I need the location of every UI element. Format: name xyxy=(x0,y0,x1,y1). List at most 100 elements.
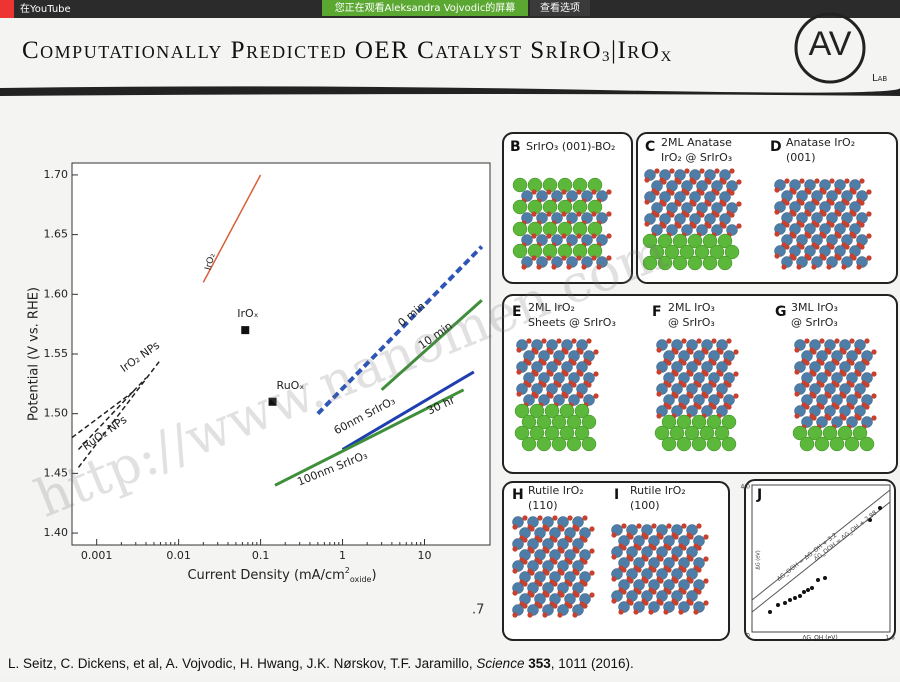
atom xyxy=(611,532,617,538)
atom xyxy=(533,371,539,377)
options-button[interactable] xyxy=(530,0,590,16)
atom xyxy=(656,413,662,419)
atom xyxy=(702,255,718,271)
atom xyxy=(589,548,595,554)
atom xyxy=(521,436,537,452)
atom xyxy=(581,436,597,452)
atom xyxy=(821,189,827,195)
atom xyxy=(729,168,735,174)
atom xyxy=(578,371,584,377)
atom xyxy=(618,609,624,615)
series-line xyxy=(341,370,475,451)
atom xyxy=(849,360,855,366)
atom xyxy=(729,212,735,218)
y-tick-label: 1.50 xyxy=(44,407,69,420)
atom xyxy=(548,371,554,377)
atom xyxy=(566,436,582,452)
atom xyxy=(696,567,702,573)
atom xyxy=(576,211,582,217)
atom xyxy=(582,603,588,609)
atom xyxy=(714,168,720,174)
atom xyxy=(678,609,684,615)
atom xyxy=(651,523,657,529)
atom xyxy=(676,179,682,185)
atom xyxy=(621,545,627,551)
atom xyxy=(571,338,577,344)
atom xyxy=(814,222,820,228)
atom xyxy=(794,369,800,375)
atom xyxy=(571,360,577,366)
atom xyxy=(829,200,835,206)
atom xyxy=(844,200,850,206)
inset-dot xyxy=(788,598,792,602)
atom xyxy=(706,436,722,452)
atom xyxy=(856,349,862,355)
atom xyxy=(841,264,847,270)
atom xyxy=(606,211,612,217)
atom xyxy=(676,223,682,229)
atom xyxy=(681,360,687,366)
citation: L. Seitz, C. Dickens, et al, A. Vojvodic… xyxy=(8,656,634,671)
atom xyxy=(714,425,730,441)
y-tick-label: 1.40 xyxy=(44,526,69,539)
atom xyxy=(696,545,702,551)
page-number: .7 xyxy=(472,603,484,618)
atom xyxy=(516,391,522,397)
inset-frame xyxy=(751,484,891,633)
atom xyxy=(514,403,530,419)
atom xyxy=(829,244,835,250)
atom xyxy=(806,255,812,261)
atom xyxy=(691,201,697,207)
atom xyxy=(658,534,664,540)
atom xyxy=(856,415,862,421)
atom xyxy=(718,349,724,355)
atom xyxy=(806,211,812,217)
atom xyxy=(871,393,877,399)
atom xyxy=(582,515,588,521)
atom xyxy=(688,534,694,540)
title-rule xyxy=(0,86,900,96)
atom xyxy=(836,255,842,261)
atom xyxy=(606,233,612,239)
atom xyxy=(721,414,737,430)
options-label[interactable]: 查看选项 xyxy=(540,1,580,14)
atom xyxy=(864,382,870,388)
atom xyxy=(866,211,872,217)
atom xyxy=(548,393,554,399)
atom xyxy=(829,178,835,184)
inset-dot xyxy=(810,586,814,590)
atom xyxy=(794,391,800,397)
atom xyxy=(721,436,737,452)
atom xyxy=(781,264,787,270)
y-axis-label: Potential (V vs. RHE) xyxy=(27,287,42,421)
panel-label: 2ML Anatase xyxy=(661,136,732,149)
atom xyxy=(856,371,862,377)
atom xyxy=(859,244,865,250)
yt-label[interactable]: 在YouTube xyxy=(20,3,71,15)
atom xyxy=(684,168,690,174)
atom xyxy=(656,391,662,397)
atom xyxy=(642,233,658,249)
atom xyxy=(552,581,558,587)
atom xyxy=(628,578,634,584)
atom xyxy=(834,382,840,388)
atom xyxy=(717,233,733,249)
atom xyxy=(711,338,717,344)
atom xyxy=(537,537,543,543)
atom xyxy=(814,244,820,250)
atom xyxy=(804,338,810,344)
atom xyxy=(651,589,657,595)
atom xyxy=(556,382,562,388)
atom xyxy=(724,244,740,260)
atom xyxy=(559,425,575,441)
inset-dot xyxy=(802,590,806,594)
logo-ring xyxy=(794,12,866,84)
atom xyxy=(572,612,578,618)
atom xyxy=(512,568,518,574)
atom xyxy=(718,371,724,377)
atom xyxy=(834,338,840,344)
atom xyxy=(814,200,820,206)
atom xyxy=(811,393,817,399)
atom xyxy=(531,255,537,261)
atom xyxy=(551,264,557,270)
